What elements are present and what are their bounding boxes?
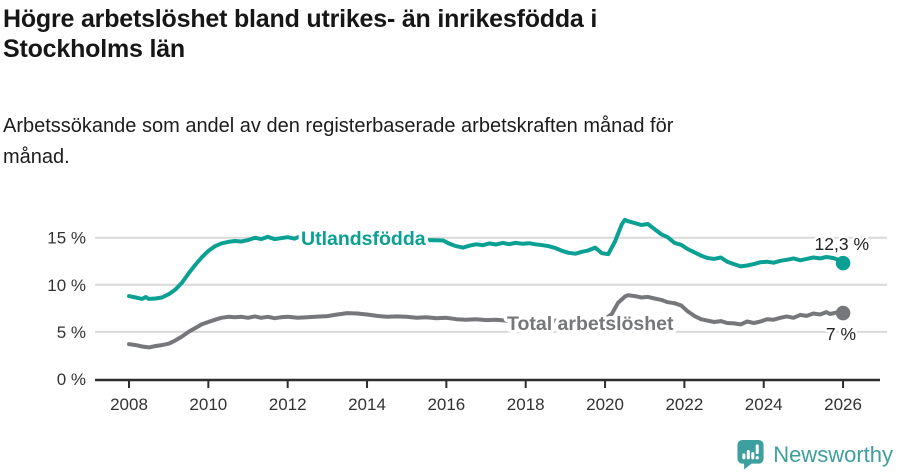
series-label: Utlandsfödda [301, 228, 426, 250]
x-axis-tick-label: 2022 [665, 395, 703, 414]
x-axis-tick-label: 2010 [189, 395, 227, 414]
x-axis-tick-label: 2012 [269, 395, 307, 414]
chart-subtitle: Arbetssökande som andel av den registerb… [3, 111, 863, 173]
endpoint-dot [835, 255, 851, 271]
page-title: Högre arbetslöshet bland utrikes- än inr… [3, 4, 763, 64]
x-axis-tick-label: 2026 [824, 395, 862, 414]
x-axis-tick-label: 2018 [507, 395, 545, 414]
series-line-utlandsfodda [127, 217, 846, 301]
chart-subtitle-line-2: månad. [3, 146, 70, 168]
x-axis-tick-label: 2008 [110, 395, 148, 414]
end-value-label: 7 % [826, 324, 856, 344]
y-axis-label: 10 % [47, 276, 86, 295]
logo-exclamation-dot [755, 456, 760, 460]
logo-bar-1 [742, 453, 746, 460]
x-axis-tick-label: 2016 [427, 395, 465, 414]
newsworthy-logo-icon [737, 440, 764, 470]
y-axis-label: 15 % [47, 229, 86, 248]
end-value-label: 12,3 % [815, 234, 869, 254]
logo-exclamation-stroke [755, 444, 759, 455]
logo-bubble-shape [737, 440, 764, 470]
logo-bar-2 [747, 449, 751, 460]
x-axis-tick-label: 2014 [348, 395, 386, 414]
logo-bar-3 [751, 452, 755, 460]
series-label: Total arbetslöshet [507, 313, 674, 335]
series-line-total [127, 293, 846, 350]
page-title-line-1: Högre arbetslöshet bland utrikes- än inr… [3, 5, 598, 33]
chart-subtitle-line-1: Arbetssökande som andel av den registerb… [3, 115, 674, 137]
brand-footer[interactable]: Newsworthy [736, 439, 893, 470]
x-axis-tick-label: 2020 [586, 395, 624, 414]
x-axis-tick-label: 2024 [745, 395, 783, 414]
y-axis-label: 5 % [57, 323, 86, 342]
y-axis-label: 0 % [57, 370, 86, 389]
page-title-line-2: Stockholms län [3, 35, 185, 63]
endpoint-dot [835, 305, 851, 321]
brand-name: Newsworthy [773, 441, 893, 467]
